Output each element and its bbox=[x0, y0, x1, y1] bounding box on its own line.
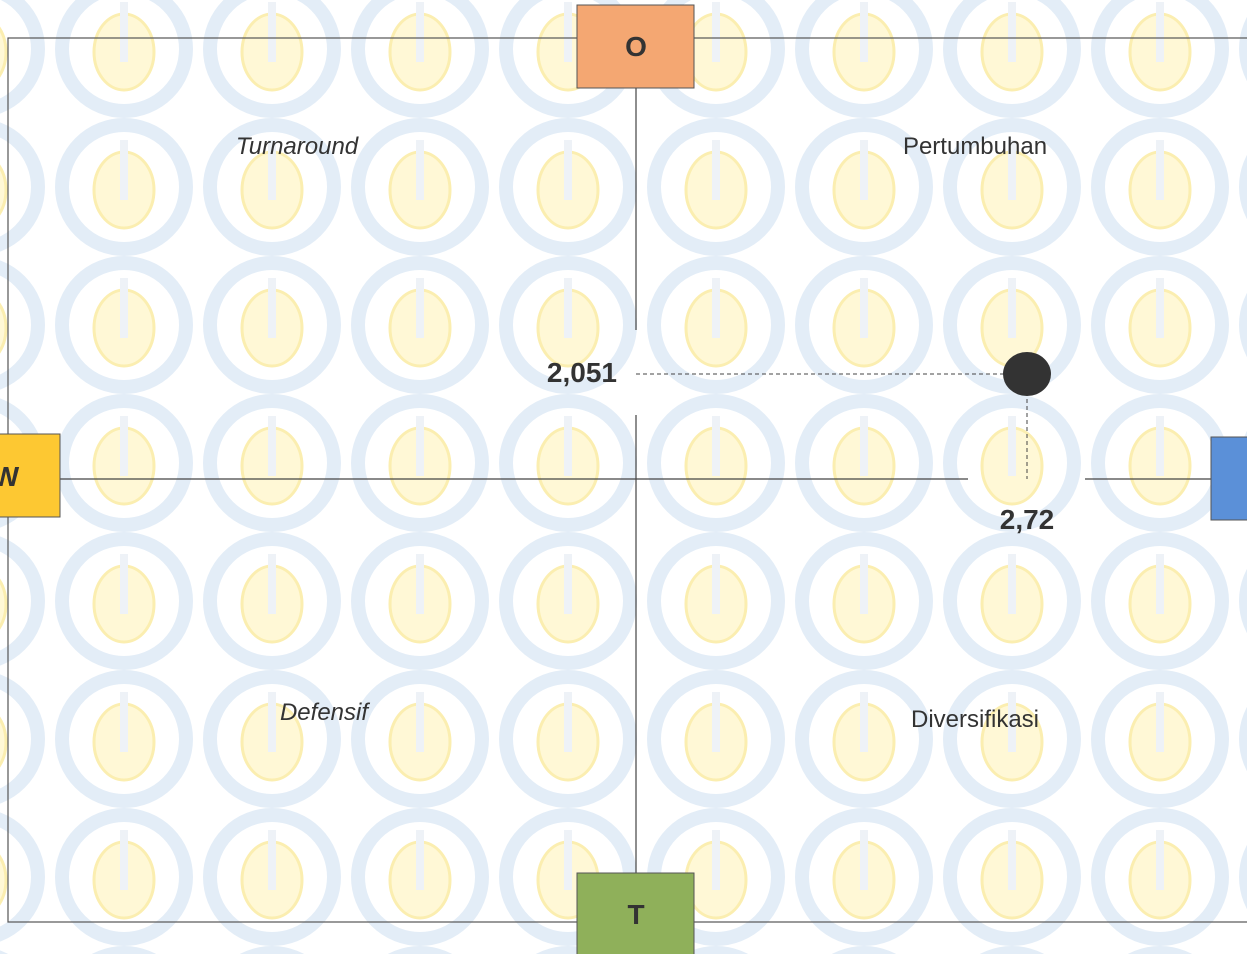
box-w bbox=[0, 433, 61, 518]
quadrant-label: Turnaround bbox=[236, 133, 359, 160]
guides bbox=[636, 373, 1028, 479]
box-o bbox=[576, 4, 695, 89]
box-label: W bbox=[0, 461, 20, 492]
axes bbox=[60, 88, 1211, 873]
box-label: O bbox=[625, 31, 647, 62]
box-s bbox=[1210, 436, 1247, 521]
box-label: T bbox=[627, 899, 644, 930]
quadrant-label: Pertumbuhan bbox=[903, 133, 1047, 160]
quadrant-label: Diversifikasi bbox=[911, 706, 1039, 733]
box-t bbox=[576, 872, 695, 954]
quadrant-label: Defensif bbox=[280, 699, 370, 726]
x-value-label: 2,72 bbox=[1000, 504, 1055, 535]
position-point bbox=[1003, 352, 1051, 396]
y-value-label: 2,051 bbox=[547, 357, 617, 388]
